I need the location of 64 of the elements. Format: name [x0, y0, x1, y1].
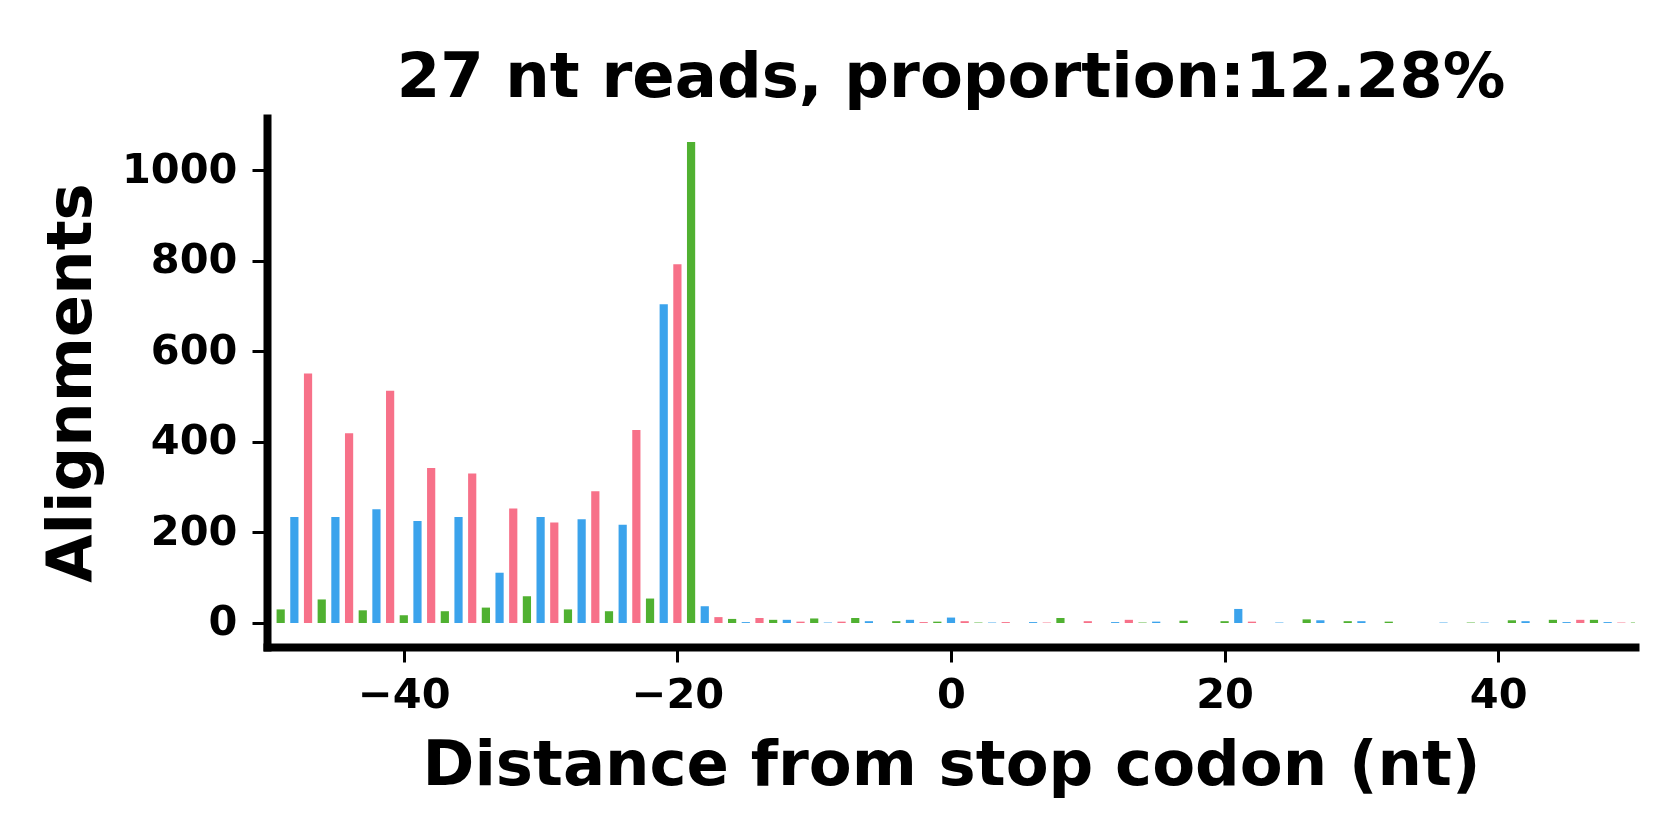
bar [563, 609, 573, 623]
bar [659, 304, 668, 623]
y-tick-label: 0 [208, 596, 238, 646]
bar [550, 522, 559, 623]
x-axis-title: Distance from stop codon (nt) [422, 727, 1481, 800]
bar [276, 609, 285, 623]
bar [1056, 618, 1065, 623]
bar [604, 611, 614, 623]
bar [645, 598, 655, 623]
bar [1507, 620, 1516, 623]
x-tick-label: 20 [1196, 668, 1254, 718]
bar [1234, 608, 1243, 623]
bar [755, 618, 764, 623]
bar [728, 618, 737, 623]
bar [386, 390, 395, 623]
y-tick-label: 600 [150, 324, 238, 374]
y-tick-label: 400 [150, 415, 238, 465]
bar [522, 596, 532, 623]
bar [358, 610, 367, 623]
bar [290, 517, 299, 623]
y-tick-label: 1000 [121, 143, 238, 193]
x-tick-label: 0 [937, 668, 966, 718]
bar [1589, 619, 1599, 623]
bar [714, 617, 723, 623]
bar [1124, 619, 1133, 623]
bar [509, 508, 518, 623]
bar [1302, 619, 1311, 623]
bar [440, 611, 449, 623]
bar [454, 517, 463, 623]
x-tick-label: −20 [631, 668, 725, 718]
bar [673, 264, 682, 623]
bar [851, 618, 860, 623]
x-tick-label: −40 [358, 668, 451, 718]
bar [577, 519, 586, 623]
bar [344, 433, 354, 623]
bar [769, 619, 778, 623]
bar [303, 373, 313, 623]
bar [413, 521, 422, 623]
bar [317, 599, 326, 623]
y-axis-title: Alignments [33, 183, 106, 583]
bar [468, 473, 477, 623]
y-tick-label: 200 [150, 505, 238, 555]
bar [618, 524, 627, 623]
bar [372, 509, 381, 623]
bar [591, 491, 600, 623]
x-tick-label: 40 [1469, 668, 1528, 718]
y-tick-label: 800 [150, 234, 238, 284]
bar [427, 468, 436, 623]
bar [1179, 620, 1188, 623]
bar [399, 615, 408, 623]
bar [1576, 619, 1585, 623]
bar [481, 607, 490, 623]
bar [536, 517, 545, 623]
bar [632, 430, 641, 623]
bar [686, 142, 696, 623]
bar [782, 619, 791, 623]
bar [810, 618, 819, 623]
bar [700, 606, 709, 623]
bar [1548, 619, 1558, 623]
bar [331, 517, 340, 623]
chart-title: 27 nt reads, proportion:12.28% [396, 38, 1506, 112]
bar [495, 572, 504, 623]
bar [905, 619, 915, 623]
bar [1316, 620, 1325, 623]
